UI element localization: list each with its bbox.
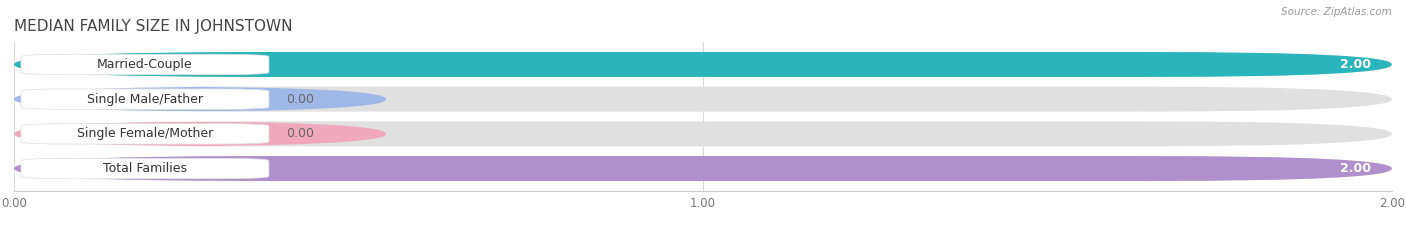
Text: 2.00: 2.00: [1340, 162, 1371, 175]
FancyBboxPatch shape: [14, 87, 387, 112]
Text: Source: ZipAtlas.com: Source: ZipAtlas.com: [1281, 7, 1392, 17]
FancyBboxPatch shape: [21, 123, 269, 144]
Text: 0.00: 0.00: [287, 93, 314, 106]
Text: Married-Couple: Married-Couple: [97, 58, 193, 71]
FancyBboxPatch shape: [14, 52, 1392, 77]
FancyBboxPatch shape: [21, 89, 269, 110]
FancyBboxPatch shape: [21, 54, 269, 75]
FancyBboxPatch shape: [14, 52, 1392, 77]
FancyBboxPatch shape: [14, 121, 1392, 146]
Text: Single Female/Mother: Single Female/Mother: [77, 127, 214, 140]
Text: Total Families: Total Families: [103, 162, 187, 175]
FancyBboxPatch shape: [14, 156, 1392, 181]
Text: MEDIAN FAMILY SIZE IN JOHNSTOWN: MEDIAN FAMILY SIZE IN JOHNSTOWN: [14, 19, 292, 34]
FancyBboxPatch shape: [21, 158, 269, 179]
Text: Single Male/Father: Single Male/Father: [87, 93, 202, 106]
FancyBboxPatch shape: [14, 121, 387, 146]
FancyBboxPatch shape: [14, 156, 1392, 181]
FancyBboxPatch shape: [14, 87, 1392, 112]
Text: 0.00: 0.00: [287, 127, 314, 140]
Text: 2.00: 2.00: [1340, 58, 1371, 71]
